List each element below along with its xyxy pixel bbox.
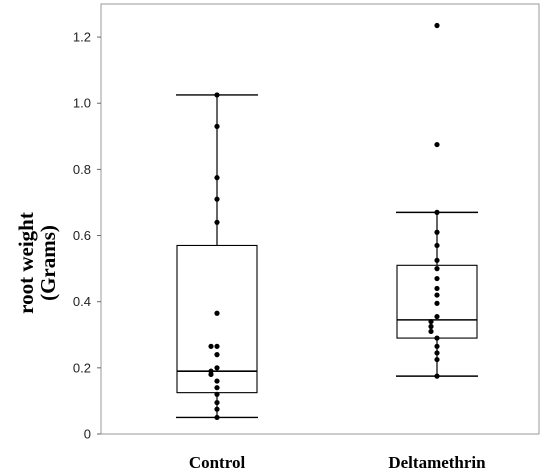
data-point-control (208, 343, 214, 349)
data-point-deltamethrin (434, 242, 440, 249)
data-point-control (214, 343, 220, 349)
data-point-deltamethrin (434, 209, 440, 215)
data-point-control (214, 92, 220, 98)
data-point-deltamethrin (428, 318, 434, 325)
data-point-deltamethrin (434, 350, 440, 356)
y-axis-label: root weight (Grams) (14, 212, 60, 314)
data-point-control (214, 175, 220, 181)
plot-frame (100, 3, 540, 435)
data-point-deltamethrin (434, 300, 440, 306)
y-tick-label: 1.2 (73, 30, 91, 45)
data-point-deltamethrin (434, 275, 440, 282)
data-point-control (214, 385, 220, 391)
y-tick-label: 1.0 (73, 96, 91, 111)
x-category-label-control: Control (189, 453, 246, 472)
y-tick-label: 0.2 (73, 360, 91, 375)
data-point-deltamethrin (434, 22, 440, 29)
data-point-deltamethrin (434, 229, 440, 235)
data-point-control (214, 406, 220, 412)
data-point-deltamethrin (434, 257, 440, 263)
data-point-control (214, 196, 220, 202)
data-point-control (214, 399, 220, 406)
y-tick-label: 0.8 (73, 162, 91, 177)
data-point-control (214, 414, 220, 421)
data-point-control (214, 378, 220, 384)
y-tick-label: 0.4 (73, 294, 91, 309)
data-point-control (214, 391, 220, 397)
data-point-control (208, 371, 214, 378)
data-point-deltamethrin (434, 141, 440, 148)
data-point-control (214, 310, 220, 316)
data-point-deltamethrin (434, 343, 440, 349)
data-point-deltamethrin (434, 335, 440, 341)
data-point-deltamethrin (434, 292, 440, 298)
data-point-control (214, 352, 220, 358)
data-point-deltamethrin (428, 323, 434, 330)
data-point-deltamethrin (434, 285, 440, 292)
y-axis-label-line-1: root weight (14, 212, 38, 314)
data-point-deltamethrin (434, 266, 440, 272)
data-point-deltamethrin (434, 356, 440, 363)
data-point-control (214, 365, 220, 371)
data-point-deltamethrin (434, 373, 440, 379)
data-point-deltamethrin (428, 328, 434, 335)
y-axis-label-line-2: (Grams) (36, 225, 60, 301)
y-tick-label: 0 (84, 427, 91, 442)
data-point-deltamethrin (434, 313, 440, 320)
data-point-control (214, 123, 220, 129)
y-tick-label: 0.6 (73, 228, 91, 243)
data-point-control (214, 219, 220, 225)
x-category-label-deltamethrin: Deltamethrin (388, 453, 486, 472)
